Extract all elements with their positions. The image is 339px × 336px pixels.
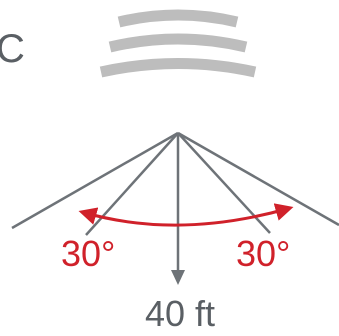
signal-waves-icon — [99, 9, 257, 78]
signal-wave-medium — [108, 33, 248, 53]
signal-wave-small — [117, 9, 239, 28]
signal-wave-large — [99, 58, 257, 78]
cone-left-edge — [11, 131, 179, 230]
range-arrow-head — [171, 270, 185, 285]
cone-left-inner-line — [85, 132, 179, 236]
left-angle-label: 30° — [61, 233, 115, 274]
partial-heading-letter: C — [0, 27, 25, 71]
right-angle-label: 30° — [236, 233, 290, 274]
cone-right-inner-line — [177, 132, 271, 234]
range-arrow — [171, 133, 185, 285]
range-label: 40 ft — [145, 293, 215, 334]
angle-arc — [78, 203, 294, 227]
coverage-cone — [11, 131, 339, 236]
cone-right-edge — [177, 131, 339, 227]
